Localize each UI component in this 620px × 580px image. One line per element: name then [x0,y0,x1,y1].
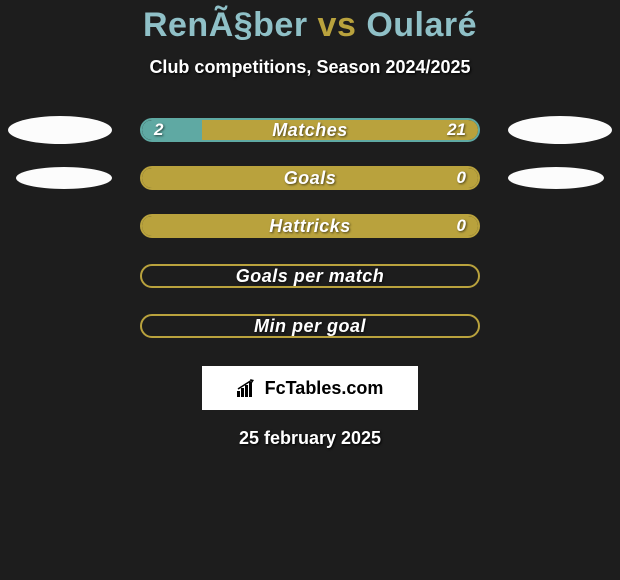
stat-row: Hattricks0 [0,212,620,240]
spacer [508,262,612,290]
stat-bar: Goals per match [140,264,480,288]
logo-box: FcTables.com [202,366,418,410]
stat-label: Hattricks [142,216,478,236]
logo-text: FcTables.com [265,378,384,399]
stat-row: Goals per match [0,262,620,290]
page-title: RenÃ§ber vs Oularé [143,6,477,45]
stat-value-left: 2 [154,120,163,140]
player1-badge [8,116,112,144]
stat-value-right: 0 [457,168,466,188]
stat-bar: Goals0 [140,166,480,190]
stat-label: Min per goal [142,316,478,336]
bars-icon [237,379,259,397]
comparison-card: RenÃ§ber vs Oularé Club competitions, Se… [0,0,620,449]
stat-label: Goals [142,168,478,188]
title-vs: vs [318,6,357,44]
spacer [508,212,612,240]
logo: FcTables.com [237,378,384,399]
player2-badge [508,116,612,144]
stat-label: Goals per match [142,266,478,286]
stat-bar: Matches2 21 [140,118,480,142]
spacer [8,212,112,240]
player1-badge [16,167,112,189]
stat-row: Matches2 21 [0,116,620,144]
title-player2: Oularé [366,6,477,44]
spacer [508,312,612,340]
stat-value-right: 21 [447,120,466,140]
stat-label: Matches [142,120,478,140]
stat-value-right: 0 [457,216,466,236]
stat-row: Goals0 [0,166,620,190]
player2-badge [508,167,604,189]
stat-bar: Min per goal [140,314,480,338]
date-label: 25 february 2025 [239,428,381,449]
subtitle: Club competitions, Season 2024/2025 [149,57,470,78]
stats-list: Matches221Goals0Hattricks0Goals per matc… [0,116,620,362]
stat-row: Min per goal [0,312,620,340]
spacer [8,262,112,290]
spacer [8,312,112,340]
stat-bar: Hattricks0 [140,214,480,238]
title-player1: RenÃ§ber [143,6,308,44]
